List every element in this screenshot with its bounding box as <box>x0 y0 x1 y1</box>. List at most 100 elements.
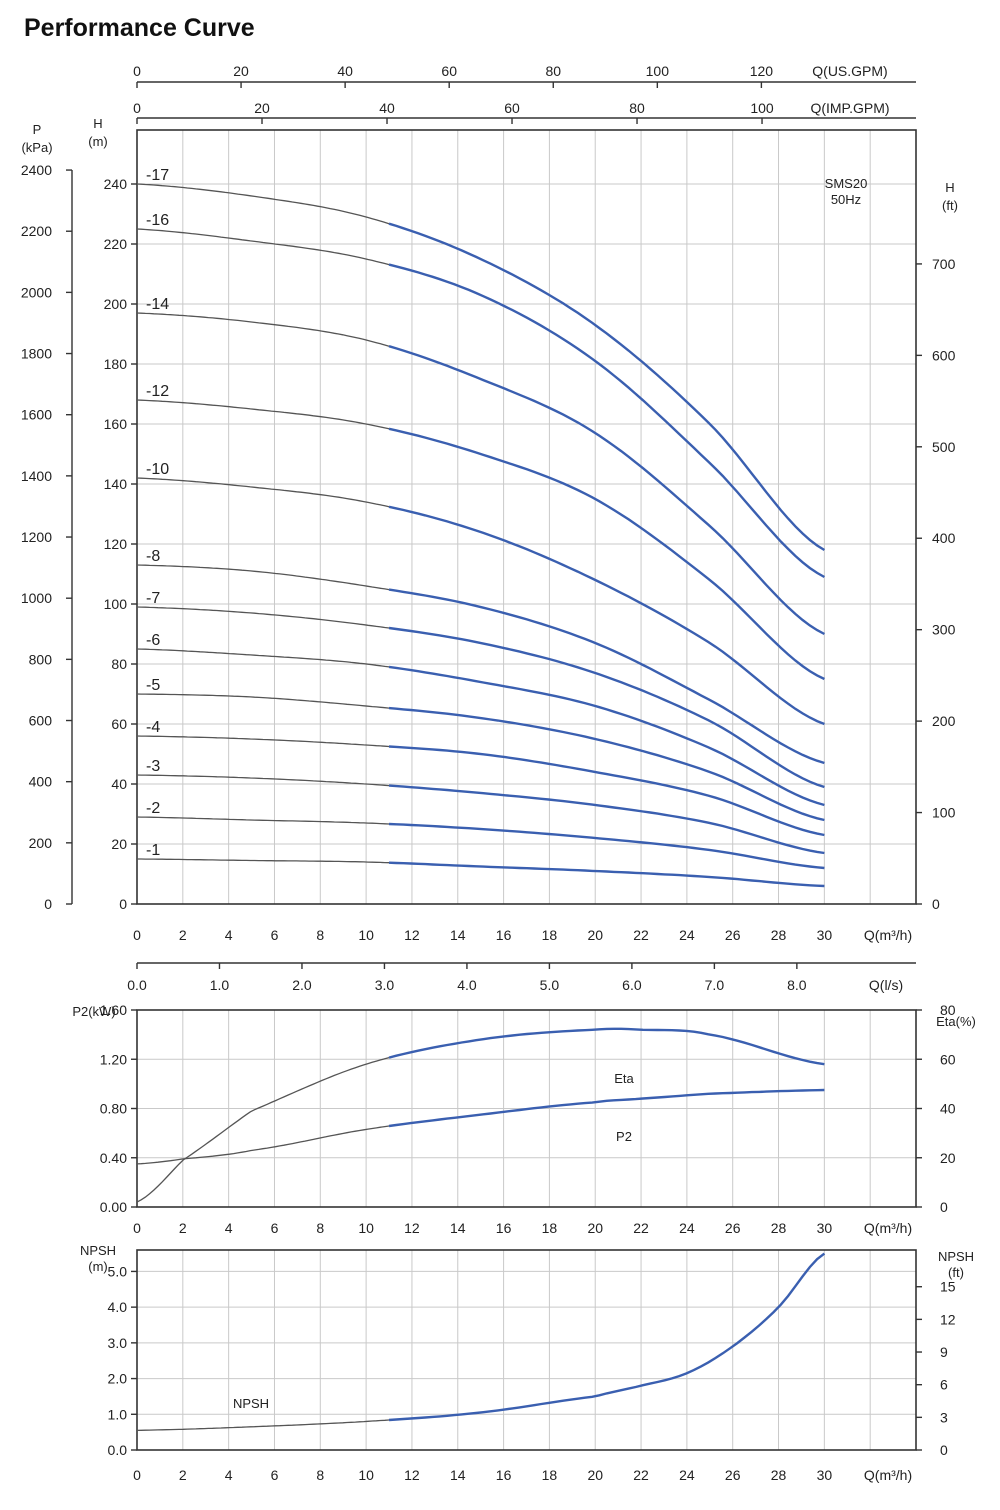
imp-gpm-tick-label: 40 <box>379 100 395 116</box>
npsh-x-axis-label: Q(m³/h) <box>864 1467 912 1483</box>
head-x-tick-label: 20 <box>587 927 603 943</box>
npsh-x-tick-label: 14 <box>450 1467 466 1483</box>
npsh-y-tick-label: 4.0 <box>108 1299 128 1315</box>
head-ft-tick-label: 500 <box>932 439 956 455</box>
npsh-x-tick-label: 28 <box>771 1467 787 1483</box>
head-curve-2-extension-line <box>136 816 390 825</box>
head-ft-axis-label: H <box>945 180 954 195</box>
npsh-x-tick-label: 26 <box>725 1467 741 1483</box>
pressure-tick-label: 1200 <box>21 529 52 545</box>
model-label: SMS20 <box>825 176 868 191</box>
npsh-x-tick-label: 24 <box>679 1467 695 1483</box>
imp-gpm-tick-label: 0 <box>133 100 141 116</box>
npsh-x-tick-label: 2 <box>179 1467 187 1483</box>
head-y-tick-label: 160 <box>104 416 128 432</box>
pressure-tick-label: 2200 <box>21 223 52 239</box>
power-y-tick-label: 1.60 <box>100 1002 127 1018</box>
ls-tick-label: 7.0 <box>705 977 725 993</box>
head-y-tick-label: 20 <box>111 836 127 852</box>
pressure-tick-label: 2400 <box>21 162 52 178</box>
head-curve-label: -7 <box>146 590 160 607</box>
us-gpm-tick-label: 20 <box>233 63 249 79</box>
head-curve-12-operating-line <box>388 427 825 681</box>
npsh-x-tick-label: 12 <box>404 1467 420 1483</box>
npsh-y-tick-label: 2.0 <box>108 1371 128 1387</box>
head-y-axis-label: H <box>93 116 102 131</box>
pressure-tick-label: 600 <box>29 713 53 729</box>
head-curve-8-extension-line <box>136 564 390 591</box>
npsh-y-axis-label: NPSH <box>80 1243 116 1258</box>
power-x-tick-label: 22 <box>633 1220 649 1236</box>
us-gpm-tick-label: 60 <box>441 63 457 79</box>
power-x-tick-label: 20 <box>587 1220 603 1236</box>
head-y-tick-label: 220 <box>104 236 128 252</box>
power-y-axis-label: P2(kW) <box>72 1004 115 1019</box>
ls-tick-label: 4.0 <box>457 977 477 993</box>
head-x-tick-label: 14 <box>450 927 466 943</box>
head-curve-7-operating-line <box>388 626 825 789</box>
npsh-x-tick-label: 6 <box>271 1467 279 1483</box>
npsh-y-tick-label: 3.0 <box>108 1335 128 1351</box>
head-curve-6-extension-line <box>136 648 390 668</box>
head-curve-16-operating-line <box>388 263 825 579</box>
pressure-tick-label: 200 <box>29 835 53 851</box>
power-x-tick-label: 2 <box>179 1220 187 1236</box>
eta-tick-label: 80 <box>940 1002 956 1018</box>
head-ft-tick-label: 0 <box>932 896 940 912</box>
head-curve-14-operating-line <box>388 345 825 636</box>
head-y-tick-label: 140 <box>104 476 128 492</box>
head-ft-tick-label: 100 <box>932 805 956 821</box>
head-curve-label: -14 <box>146 296 169 313</box>
pressure-tick-label: 1000 <box>21 590 52 606</box>
npsh-x-tick-label: 18 <box>542 1467 558 1483</box>
power-x-tick-label: 6 <box>271 1220 279 1236</box>
ls-tick-label: 6.0 <box>622 977 642 993</box>
npsh-y-tick-label: 0.0 <box>108 1442 128 1458</box>
head-plot-frame <box>136 129 917 905</box>
power-x-tick-label: 0 <box>133 1220 141 1236</box>
power-x-tick-label: 30 <box>817 1220 833 1236</box>
npsh-x-tick-label: 22 <box>633 1467 649 1483</box>
eta-curve-label: Eta <box>614 1071 634 1086</box>
npsh-y-tick-label: 1.0 <box>108 1406 128 1422</box>
eta-tick-label: 20 <box>940 1150 956 1166</box>
head-curve-1-operating-line <box>388 861 825 888</box>
pressure-tick-label: 1800 <box>21 346 52 362</box>
power-x-tick-label: 14 <box>450 1220 466 1236</box>
head-y-axis-unit: (m) <box>88 134 108 149</box>
eta-tick-label: 40 <box>940 1101 956 1117</box>
head-x-tick-label: 2 <box>179 927 187 943</box>
us-gpm-tick-label: 120 <box>750 63 774 79</box>
npsh-x-tick-label: 10 <box>358 1467 374 1483</box>
head-curve-label: -3 <box>146 758 160 775</box>
npsh-ft-tick-label: 9 <box>940 1344 948 1360</box>
ls-tick-label: 2.0 <box>292 977 312 993</box>
head-x-tick-label: 8 <box>316 927 324 943</box>
power-y-tick-label: 0.80 <box>100 1101 127 1117</box>
pressure-axis-label: P <box>33 122 42 137</box>
head-curve-label: -4 <box>146 719 160 736</box>
head-y-tick-label: 240 <box>104 176 128 192</box>
power-y-tick-label: 1.20 <box>100 1051 127 1067</box>
npsh-y-tick-label: 5.0 <box>108 1263 128 1279</box>
head-x-tick-label: 6 <box>271 927 279 943</box>
head-curve-label: -17 <box>146 167 169 184</box>
head-ft-tick-label: 700 <box>932 256 956 272</box>
head-curve-14-extension-line <box>136 312 390 347</box>
head-curve-7-extension-line <box>136 606 390 629</box>
head-curve-17-extension-line <box>136 183 390 225</box>
pressure-tick-label: 2000 <box>21 284 52 300</box>
curve-npsh-operating-line <box>388 1252 826 1422</box>
head-ft-tick-label: 300 <box>932 622 956 638</box>
imp-gpm-tick-label: 100 <box>750 100 774 116</box>
power-x-tick-label: 12 <box>404 1220 420 1236</box>
power-y-tick-label: 0.40 <box>100 1150 127 1166</box>
head-x-tick-label: 4 <box>225 927 233 943</box>
npsh-ft-tick-label: 15 <box>940 1279 956 1295</box>
head-x-tick-label: 30 <box>817 927 833 943</box>
head-curve-4-operating-line <box>388 745 825 837</box>
us-gpm-axis-label: Q(US.GPM) <box>812 63 887 79</box>
power-x-tick-label: 10 <box>358 1220 374 1236</box>
head-x-tick-label: 26 <box>725 927 741 943</box>
ls-tick-label: 3.0 <box>375 977 395 993</box>
